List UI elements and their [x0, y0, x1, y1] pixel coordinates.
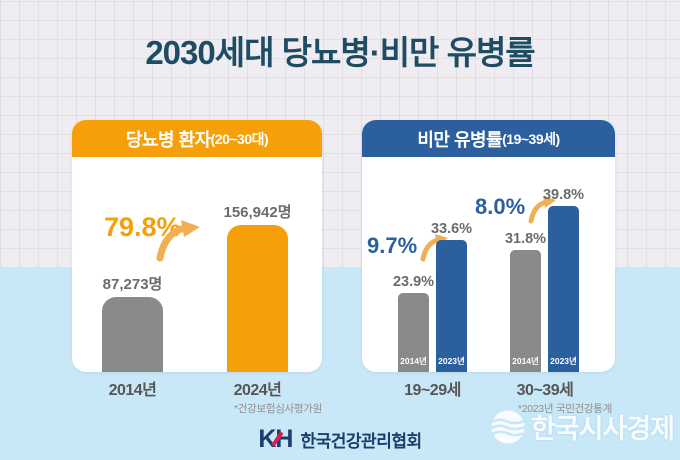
- watermark: 한국시사경제: [490, 407, 675, 446]
- diabetes-source-note: *건강보험심사평가원: [233, 403, 322, 415]
- increase-arrow-icon: [528, 196, 556, 224]
- kah-logo: KH 한국건강관리협회: [258, 425, 422, 453]
- bar-obesity-30-39-2014: 31.8% 2014년: [505, 231, 546, 372]
- x-label-2024: 2024년: [233, 382, 282, 399]
- bar-obesity-30-39-2023: 39.8% 2023년: [543, 187, 584, 372]
- diabetes-header-text: 당뇨병 환자: [125, 129, 211, 150]
- obesity-panel-header: 비만 유병률 (19~39세): [362, 120, 615, 157]
- page-title: 2030세대 당뇨병·비만 유병률: [145, 34, 535, 71]
- kah-logo-mark: KH: [258, 425, 293, 453]
- bar-value-label: 87,273명: [102, 276, 163, 293]
- obesity-increase-percent-group2: 8.0%: [475, 194, 526, 219]
- bar-year-label: 2014년: [512, 356, 539, 366]
- obesity-increase-percent-group1: 9.7%: [367, 233, 418, 258]
- diabetes-panel-header: 당뇨병 환자 (20~30대): [72, 120, 322, 157]
- obesity-header-age-range: (19~39세): [502, 130, 560, 147]
- bar-value-label: 33.6%: [430, 221, 473, 237]
- increase-arrow-icon: [156, 220, 200, 262]
- x-label-30-39: 30~39세: [516, 382, 574, 399]
- x-label-19-29: 19~29세: [404, 382, 461, 399]
- kah-org-name: 한국건강관리협회: [300, 431, 422, 451]
- x-label-2014: 2014년: [108, 382, 157, 399]
- diabetes-panel: 당뇨병 환자 (20~30대) 79.8% 87,273명 156,942명: [72, 120, 322, 372]
- bar-diabetes-2024: 156,942명: [223, 204, 292, 372]
- bar-obesity-19-29-2023: 33.6% 2023년: [431, 221, 472, 372]
- watermark-text: 한국시사경제: [530, 414, 675, 444]
- bar-value-label: 156,942명: [223, 204, 292, 221]
- obesity-header-text: 비만 유병률: [417, 129, 503, 150]
- bar-year-label: 2023년: [550, 356, 577, 366]
- obesity-source-note: *2023년 국민건강통계: [517, 403, 612, 415]
- bar-value-label: 31.8%: [504, 231, 547, 247]
- wave-globe-icon: [490, 410, 525, 443]
- bar-diabetes-2014: 87,273명: [102, 276, 163, 372]
- obesity-panel: 비만 유병률 (19~39세) 9.7% 8.0% 23.9% 2014년 33.…: [362, 120, 615, 372]
- diabetes-header-age-range: (20~30대): [210, 130, 269, 147]
- bar-year-label: 2014년: [400, 356, 427, 366]
- bar-obesity-19-29-2014: 23.9% 2014년: [393, 274, 434, 372]
- bar-value-label: 23.9%: [392, 274, 435, 290]
- bar-value-label: 39.8%: [542, 187, 585, 203]
- bar-year-label: 2023년: [438, 356, 465, 366]
